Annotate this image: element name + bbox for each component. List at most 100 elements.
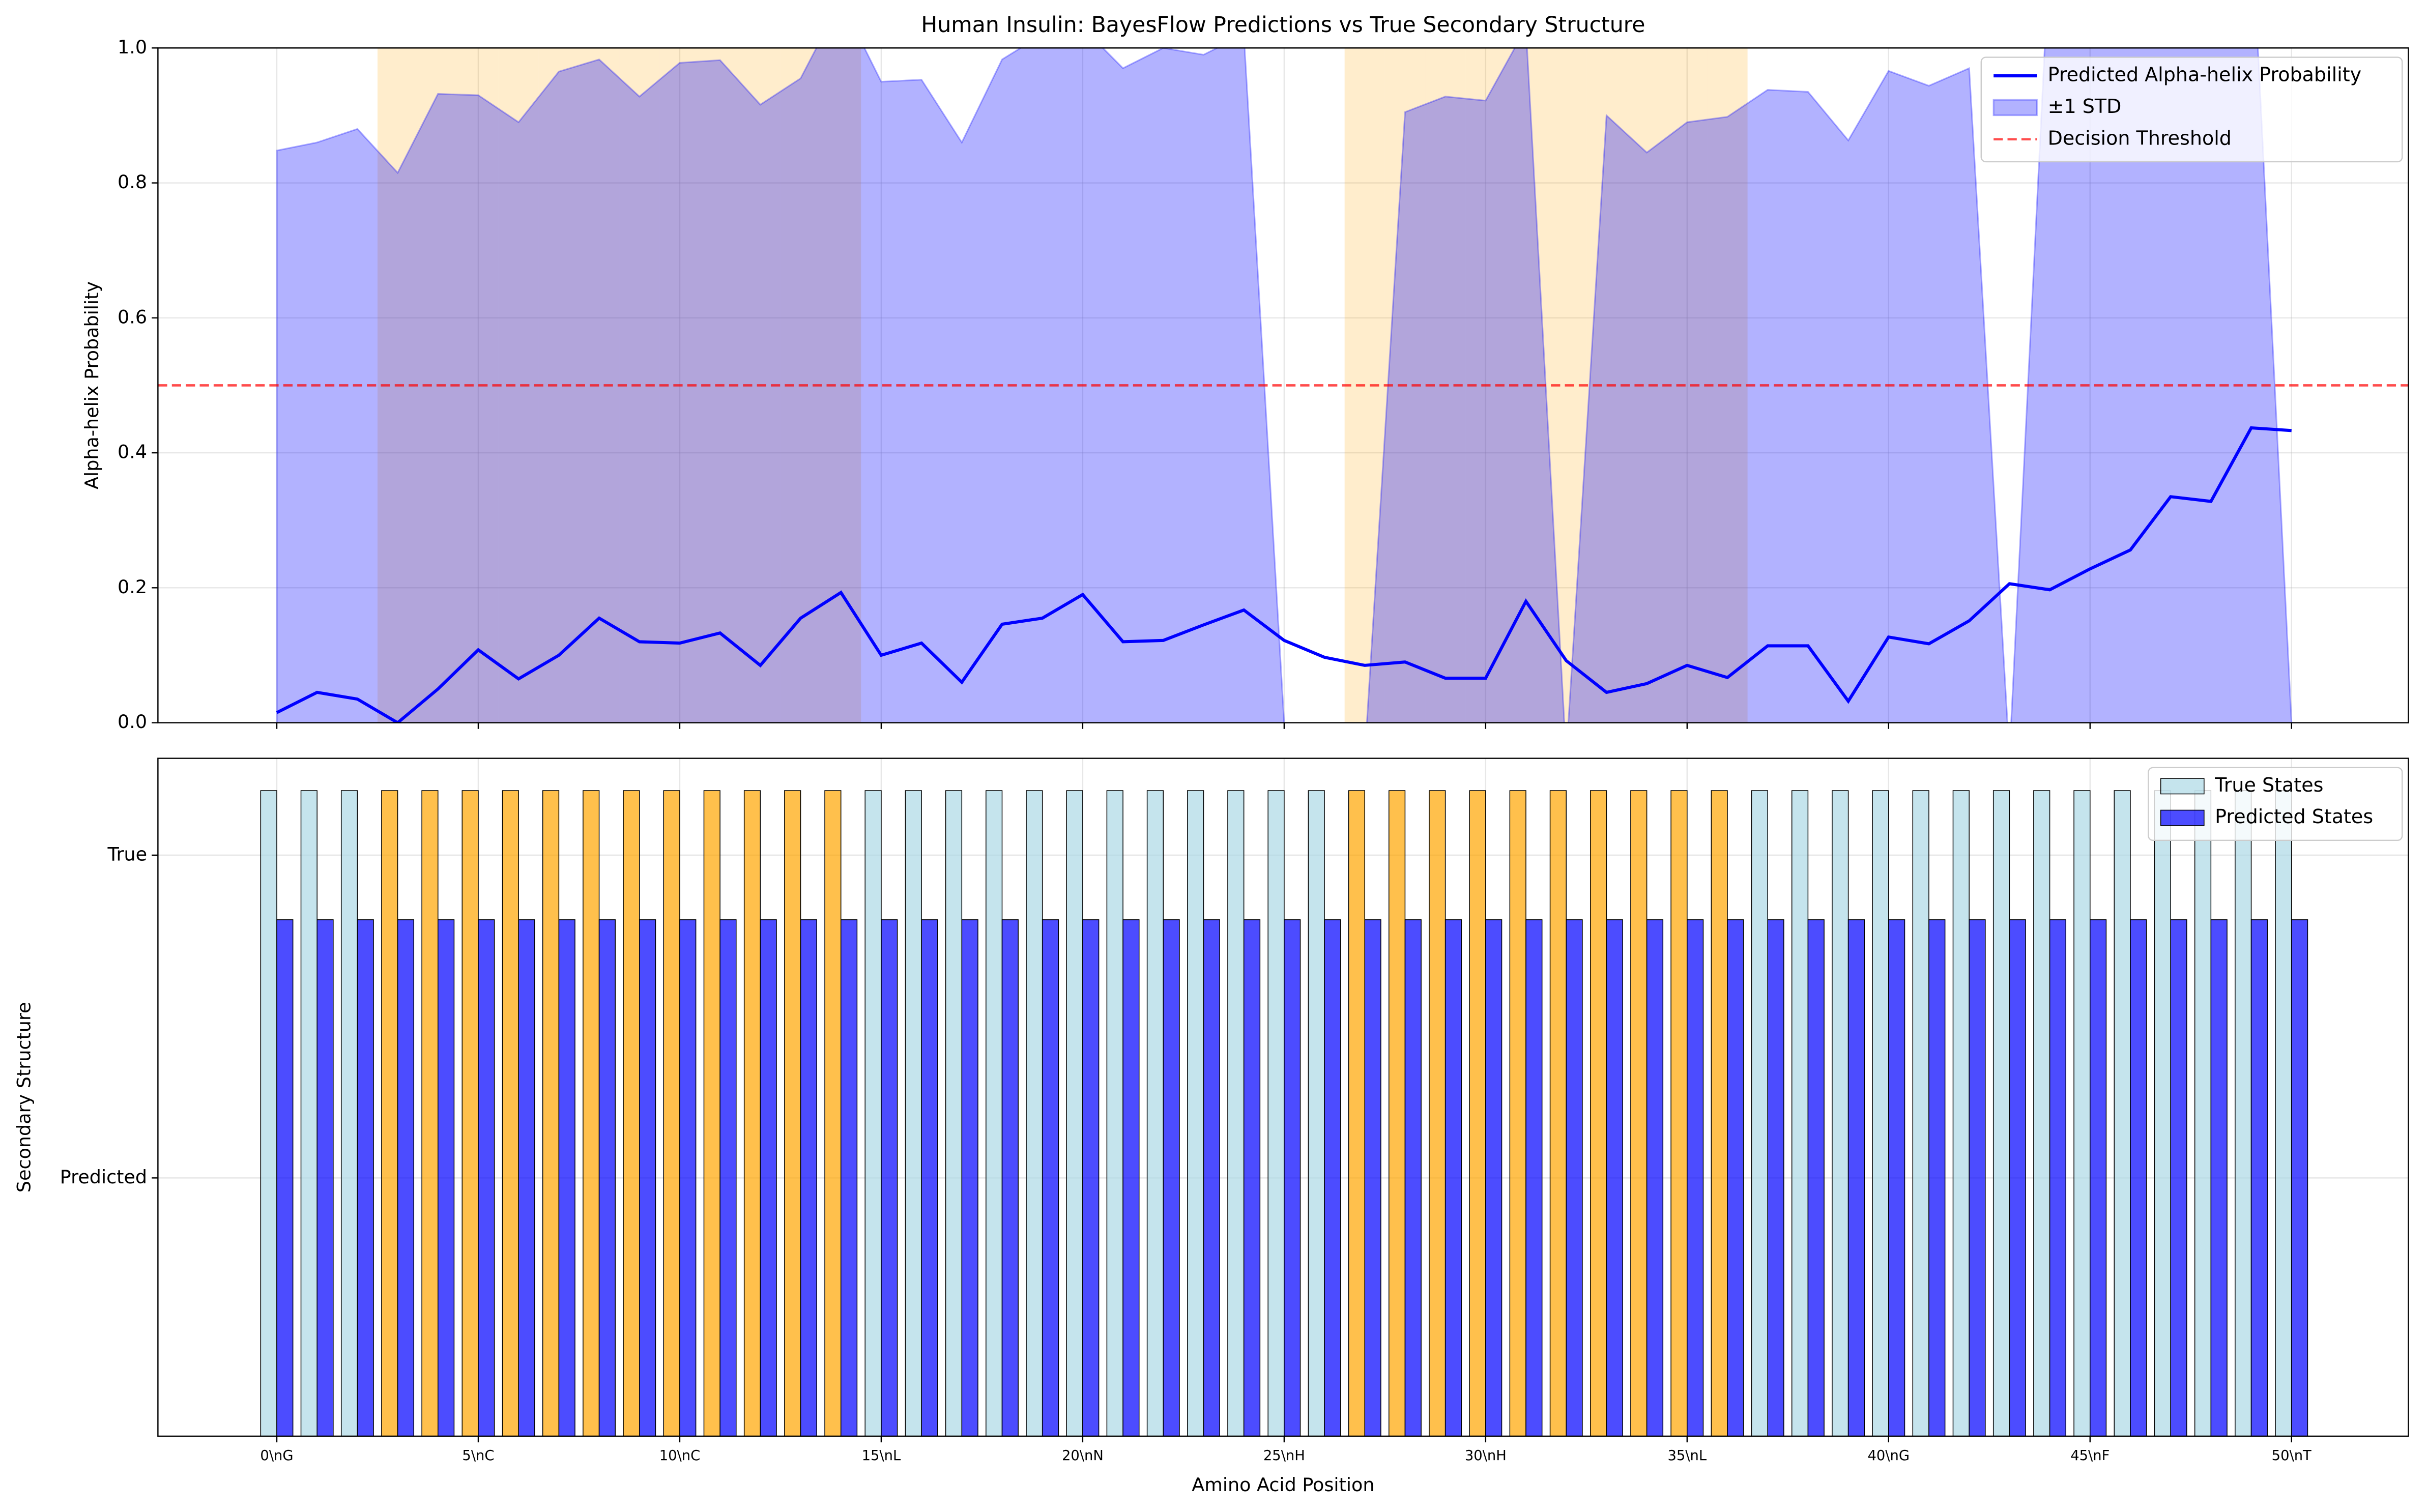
x-tick-label: 5\nC bbox=[462, 1448, 494, 1464]
bar bbox=[1389, 790, 1406, 1436]
legend-label: Predicted States bbox=[2215, 805, 2373, 828]
bar bbox=[1646, 919, 1664, 1436]
prediction-line bbox=[276, 426, 2292, 723]
bar bbox=[2009, 919, 2026, 1436]
bar bbox=[1525, 919, 1543, 1436]
bar bbox=[2089, 919, 2107, 1436]
bar bbox=[1992, 790, 2010, 1436]
bar bbox=[2194, 790, 2212, 1436]
bar bbox=[260, 790, 277, 1436]
bar bbox=[1832, 790, 1849, 1436]
x-tick-label: 15\nL bbox=[862, 1448, 901, 1464]
bar bbox=[945, 790, 963, 1436]
bar bbox=[340, 790, 358, 1436]
legend-symbol bbox=[2160, 778, 2205, 795]
x-tick-label: 25\nH bbox=[1263, 1448, 1305, 1464]
bar bbox=[743, 790, 761, 1436]
bar bbox=[2154, 790, 2171, 1436]
plot-area bbox=[158, 758, 2409, 1436]
bar bbox=[438, 919, 455, 1436]
bar bbox=[542, 790, 560, 1436]
bar bbox=[300, 790, 317, 1436]
legend-label: True States bbox=[2214, 774, 2323, 796]
bar bbox=[719, 919, 737, 1436]
y-tick-label: True bbox=[107, 843, 148, 865]
bar bbox=[2291, 919, 2308, 1436]
y-tick-label: 0.0 bbox=[118, 711, 147, 733]
y-tick-label: Predicted bbox=[60, 1166, 147, 1188]
y-tick-label: 0.4 bbox=[118, 441, 147, 463]
bar bbox=[1751, 790, 1768, 1436]
bar bbox=[840, 919, 858, 1436]
bar bbox=[1122, 919, 1140, 1436]
bar bbox=[1348, 790, 1366, 1436]
bar bbox=[2073, 790, 2091, 1436]
y-axis-label: Secondary Structure bbox=[13, 1002, 35, 1193]
bar bbox=[397, 919, 415, 1436]
plot-area bbox=[158, 48, 2409, 723]
bar bbox=[1146, 790, 1164, 1436]
bar bbox=[986, 790, 1003, 1436]
y-tick-label: 0.2 bbox=[118, 576, 147, 598]
bar bbox=[1243, 919, 1261, 1436]
bar bbox=[1791, 790, 1809, 1436]
bar bbox=[1928, 919, 1946, 1436]
bar bbox=[478, 919, 495, 1436]
x-axis-label: Amino Acid Position bbox=[1192, 1474, 1374, 1496]
bar bbox=[381, 790, 398, 1436]
bar bbox=[1912, 790, 1929, 1436]
bar bbox=[1364, 919, 1381, 1436]
bar bbox=[1001, 919, 1019, 1436]
legend-box bbox=[2148, 767, 2403, 841]
bar bbox=[276, 919, 294, 1436]
bar bbox=[2210, 919, 2228, 1436]
bar bbox=[961, 919, 978, 1436]
std-band bbox=[276, 48, 2293, 723]
bar bbox=[1444, 919, 1462, 1436]
bar bbox=[1066, 790, 1083, 1436]
bar bbox=[1227, 790, 1245, 1436]
bar bbox=[1711, 790, 1728, 1436]
helix-span bbox=[538, 48, 579, 723]
bar bbox=[1888, 919, 1905, 1436]
bar bbox=[1324, 919, 1341, 1436]
bar bbox=[663, 790, 680, 1436]
bar bbox=[1404, 919, 1422, 1436]
bar bbox=[703, 790, 720, 1436]
bar bbox=[1630, 790, 1648, 1436]
bar bbox=[1082, 919, 1100, 1436]
bar bbox=[800, 919, 817, 1436]
bar bbox=[357, 919, 374, 1436]
bar bbox=[2235, 790, 2252, 1436]
bar bbox=[1590, 790, 1607, 1436]
bar bbox=[1163, 919, 1180, 1436]
y-axis-label: Alpha-helix Probability bbox=[81, 281, 103, 489]
bar bbox=[1203, 919, 1220, 1436]
axes-frame bbox=[157, 758, 2409, 1437]
legend-label: Predicted Alpha-helix Probability bbox=[2048, 64, 2362, 86]
bar bbox=[921, 919, 938, 1436]
legend-symbol bbox=[2160, 809, 2205, 826]
bar bbox=[2130, 919, 2147, 1436]
bar bbox=[1687, 919, 1704, 1436]
legend-symbol bbox=[1992, 99, 2038, 117]
bar bbox=[1727, 919, 1744, 1436]
bar bbox=[1847, 919, 1865, 1436]
bar bbox=[1485, 919, 1503, 1436]
bar bbox=[1429, 790, 1446, 1436]
bar bbox=[1509, 790, 1526, 1436]
bar bbox=[760, 919, 777, 1436]
bar bbox=[639, 919, 656, 1436]
bar bbox=[461, 790, 479, 1436]
bar bbox=[598, 919, 616, 1436]
bar bbox=[558, 919, 575, 1436]
bar bbox=[1042, 919, 1059, 1436]
bar bbox=[502, 790, 519, 1436]
bar bbox=[1549, 790, 1567, 1436]
bar bbox=[2033, 790, 2050, 1436]
bar bbox=[905, 790, 922, 1436]
bar bbox=[623, 790, 640, 1436]
bar bbox=[1469, 790, 1486, 1436]
bar bbox=[1187, 790, 1204, 1436]
